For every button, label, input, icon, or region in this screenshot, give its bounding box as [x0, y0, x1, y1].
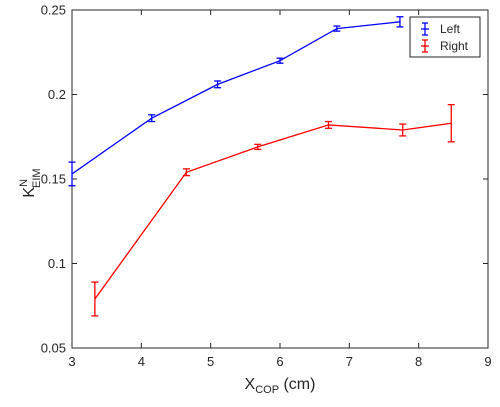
y-tick-label: 0.2: [48, 87, 66, 102]
x-tick-label: 6: [276, 354, 283, 369]
x-axis-label-main: X: [245, 376, 256, 393]
error-bar-left: [396, 16, 404, 28]
x-axis-label: XCOP (cm): [245, 376, 316, 396]
series-left: [68, 16, 404, 187]
legend-item-right: Right: [421, 39, 469, 53]
y-tick-label: 0.15: [41, 172, 66, 187]
legend-item-left: Left: [421, 22, 461, 36]
series-layer: [68, 16, 455, 317]
y-tick-label: 0.25: [41, 3, 66, 18]
error-bar-left: [68, 161, 76, 187]
axis-labels: XCOP (cm) KNEIM: [18, 168, 315, 396]
y-axis-label-text: KNEIM: [18, 168, 43, 197]
x-tick-label: 7: [346, 354, 353, 369]
y-axis-label-subscript: EIM: [31, 168, 43, 188]
error-bar-right: [254, 143, 262, 151]
y-axis-label-superscript: N: [18, 179, 30, 187]
error-bar-right: [182, 168, 190, 177]
error-bar-right: [399, 123, 407, 137]
x-tick-label: 3: [68, 354, 75, 369]
error-bar-left: [276, 57, 284, 64]
series-right: [91, 103, 455, 317]
series-line-right: [94, 122, 452, 300]
y-axis-label: KNEIM: [18, 168, 43, 197]
error-bar-left: [333, 25, 341, 32]
legend-label-right: Right: [440, 39, 469, 53]
y-tick-label: 0.1: [48, 256, 66, 271]
x-axis-label-subscript: COP: [255, 384, 279, 396]
error-bar-right: [91, 281, 99, 317]
x-tick-label: 5: [207, 354, 214, 369]
y-axis-label-main: K: [21, 187, 38, 198]
legend: Left Right: [409, 16, 481, 58]
error-bar-left: [148, 114, 156, 123]
x-tick-label: 9: [484, 354, 491, 369]
x-tick-label: 4: [138, 354, 145, 369]
error-bar-left: [214, 80, 222, 89]
x-axis-label-unit: (cm): [279, 376, 315, 393]
error-bar-right: [447, 103, 455, 143]
error-bar-right: [325, 120, 333, 129]
series-line-left: [71, 21, 401, 175]
legend-label-left: Left: [440, 22, 461, 36]
y-tick-label: 0.05: [41, 341, 66, 356]
x-tick-label: 8: [415, 354, 422, 369]
ticks-layer: 3 4 5 6 7 8 9 0.05 0.1 0.15 0.2 0.25: [41, 3, 492, 370]
legend-box: [409, 16, 481, 58]
